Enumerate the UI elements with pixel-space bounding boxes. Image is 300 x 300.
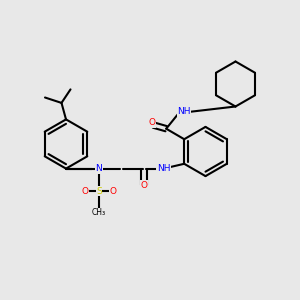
Text: S: S bbox=[96, 187, 102, 196]
Text: O: O bbox=[148, 118, 156, 127]
Text: CH₃: CH₃ bbox=[92, 208, 106, 217]
Text: O: O bbox=[140, 181, 148, 190]
Text: NH: NH bbox=[177, 107, 191, 116]
Text: N: N bbox=[96, 164, 102, 173]
Text: NH: NH bbox=[157, 164, 170, 173]
Text: O: O bbox=[81, 187, 88, 196]
Text: O: O bbox=[110, 187, 117, 196]
